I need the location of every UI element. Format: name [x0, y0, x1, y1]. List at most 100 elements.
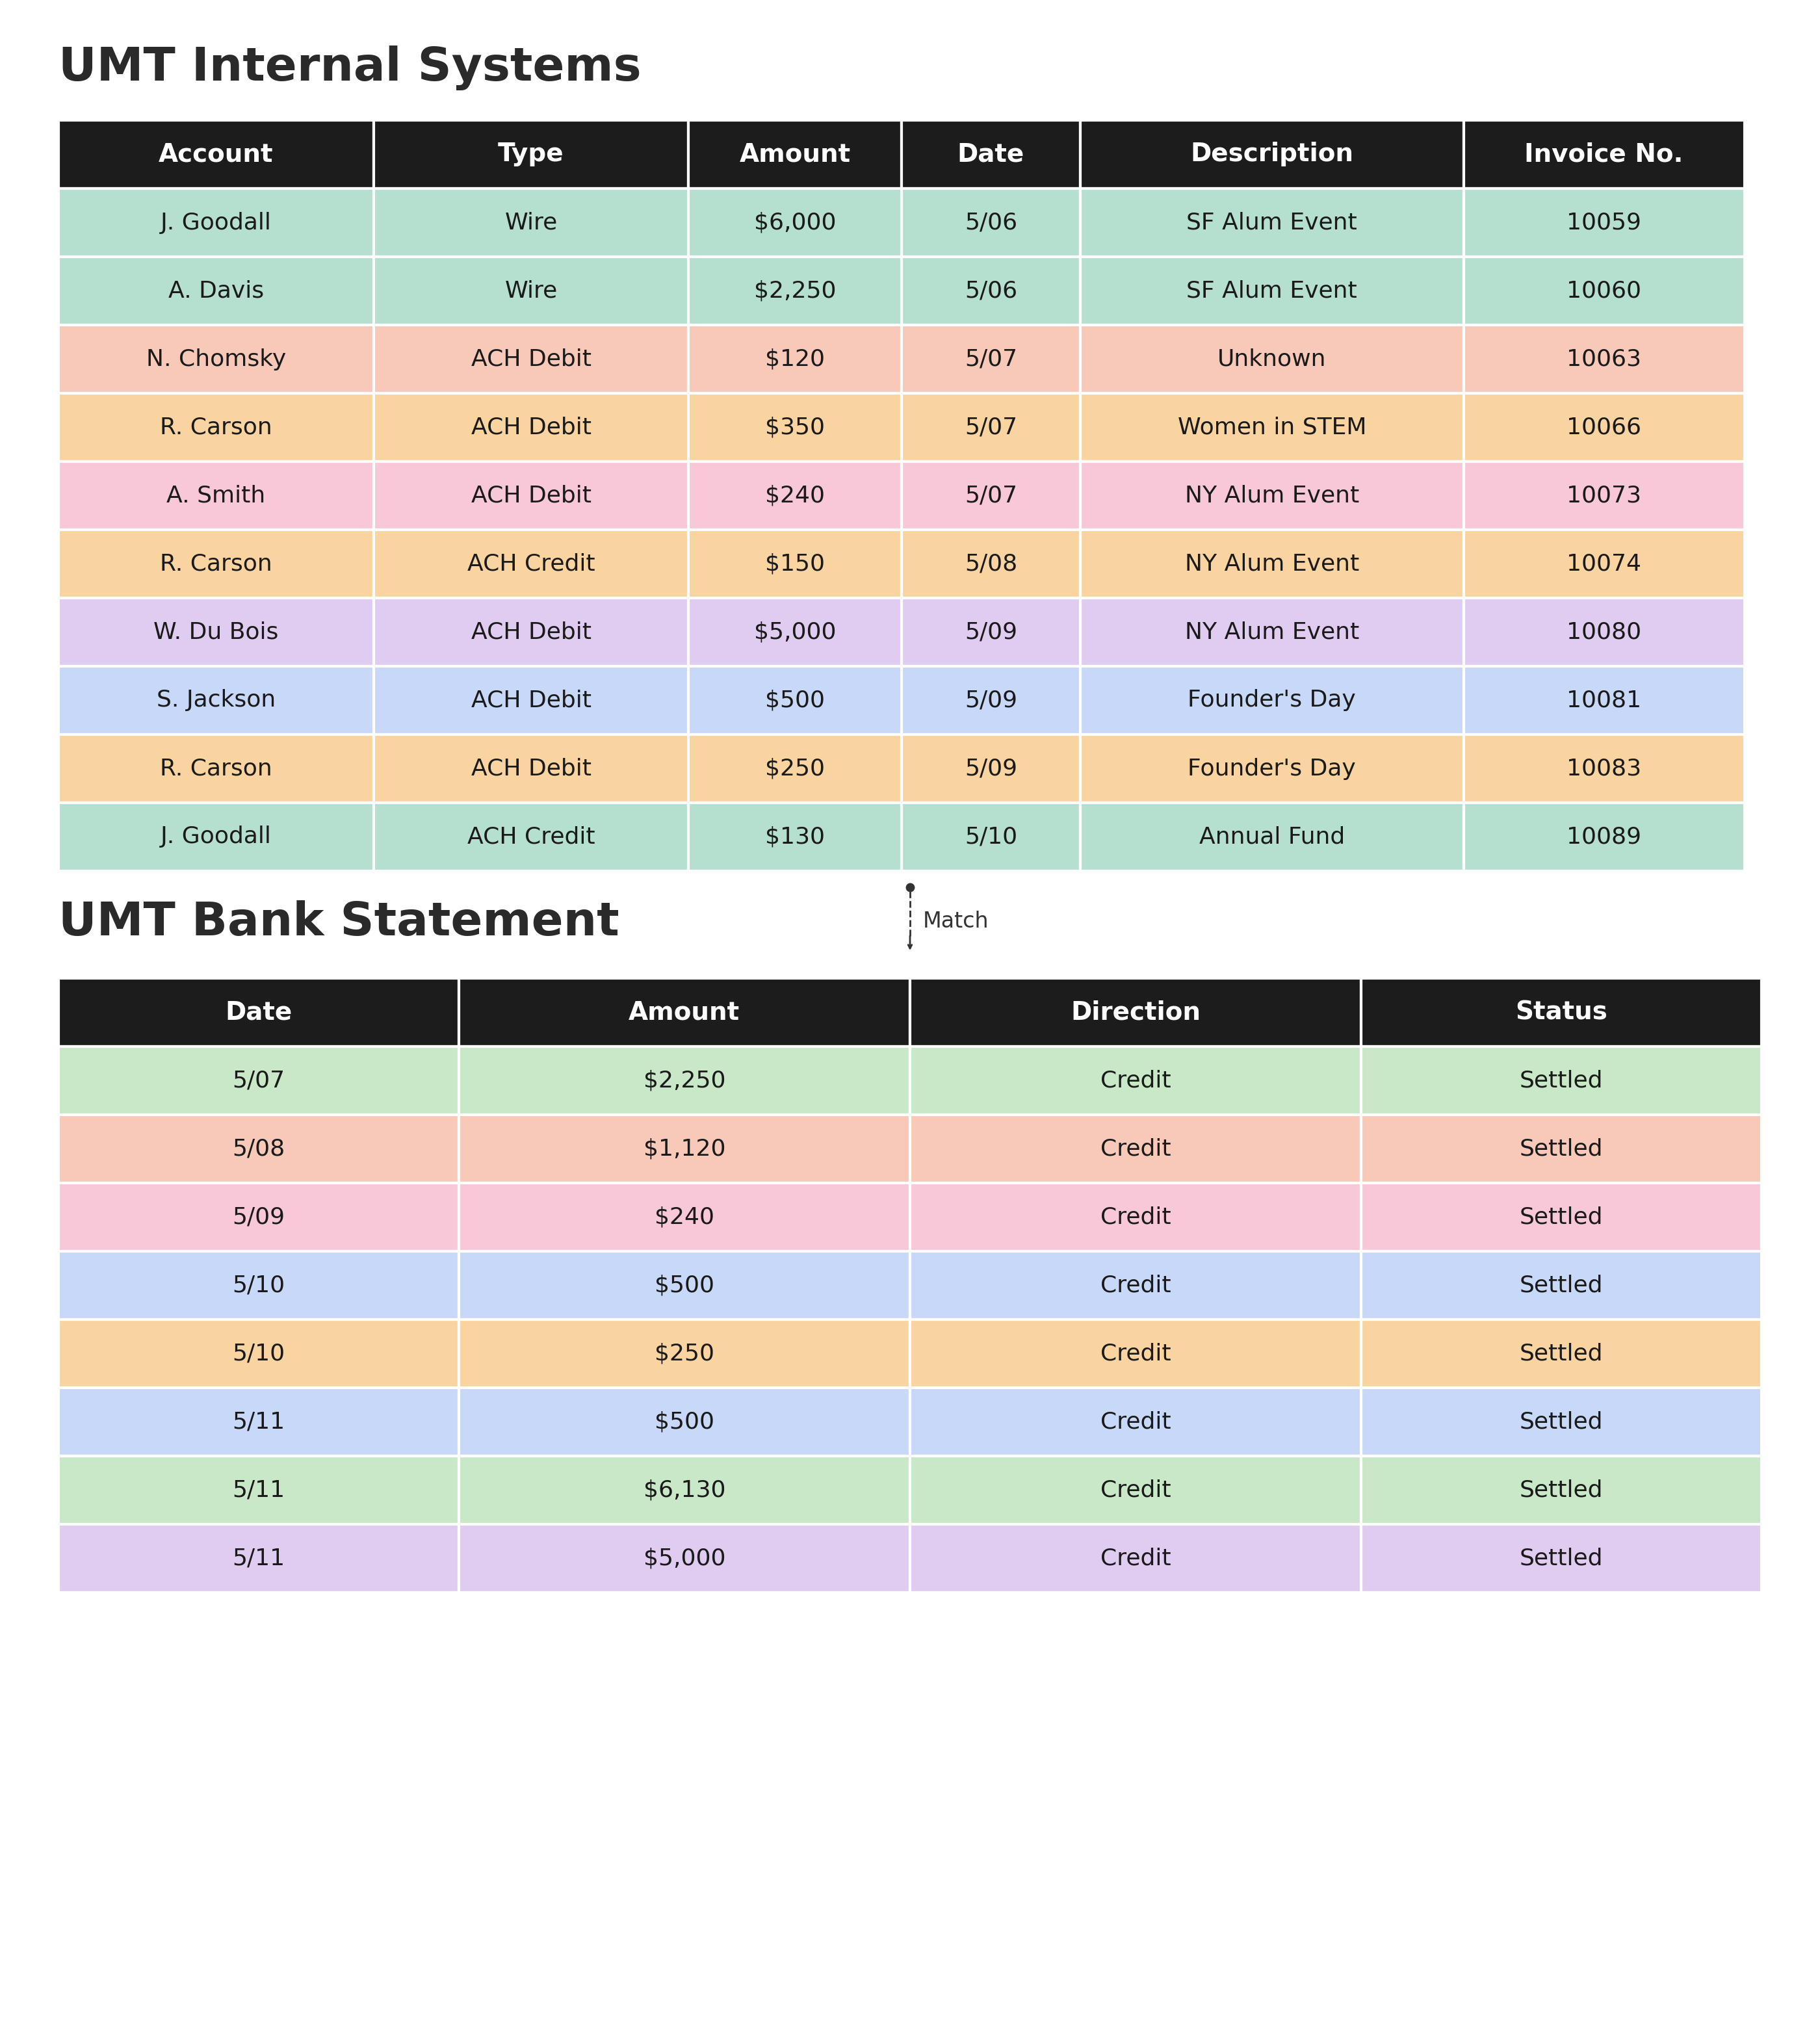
Bar — [1361, 1251, 1762, 1318]
Bar — [1463, 598, 1744, 665]
Bar — [373, 257, 688, 325]
Bar — [1081, 325, 1463, 394]
Bar — [901, 461, 1081, 531]
Bar — [688, 598, 901, 665]
Text: 5/06: 5/06 — [965, 212, 1017, 233]
Text: SF Alum Event: SF Alum Event — [1187, 280, 1358, 302]
Bar — [373, 598, 688, 665]
Bar — [1081, 735, 1463, 802]
Text: 10073: 10073 — [1567, 484, 1642, 506]
Text: $2,250: $2,250 — [753, 280, 835, 302]
Text: Amount: Amount — [628, 1000, 741, 1025]
Text: ACH Debit: ACH Debit — [471, 757, 592, 780]
Bar — [58, 1114, 459, 1184]
Bar — [688, 735, 901, 802]
Bar — [688, 802, 901, 872]
Bar — [1361, 1525, 1762, 1592]
Bar — [1361, 978, 1762, 1047]
Text: Credit: Credit — [1101, 1547, 1170, 1570]
Bar — [58, 257, 373, 325]
Text: Annual Fund: Annual Fund — [1199, 827, 1345, 847]
Bar — [1463, 325, 1744, 394]
Bar — [58, 120, 373, 188]
Bar — [901, 802, 1081, 872]
Text: ACH Debit: ACH Debit — [471, 349, 592, 369]
Text: $120: $120 — [764, 349, 824, 369]
Text: Credit: Credit — [1101, 1069, 1170, 1092]
Text: 5/07: 5/07 — [965, 416, 1017, 439]
Text: Women in STEM: Women in STEM — [1178, 416, 1367, 439]
Text: 5/07: 5/07 — [233, 1069, 286, 1092]
Bar — [1361, 1047, 1762, 1114]
Bar — [58, 1525, 459, 1592]
Bar — [58, 978, 459, 1047]
Bar — [459, 1455, 910, 1525]
Text: $250: $250 — [655, 1343, 713, 1365]
Text: R. Carson: R. Carson — [160, 416, 273, 439]
Bar — [1463, 802, 1744, 872]
Text: 5/09: 5/09 — [233, 1206, 286, 1229]
Text: 5/11: 5/11 — [233, 1480, 286, 1502]
Bar — [1463, 735, 1744, 802]
Text: Settled: Settled — [1520, 1343, 1603, 1365]
Bar — [901, 598, 1081, 665]
Text: Date: Date — [226, 1000, 293, 1025]
Text: $150: $150 — [764, 553, 824, 576]
Text: Settled: Settled — [1520, 1410, 1603, 1433]
Text: NY Alum Event: NY Alum Event — [1185, 484, 1360, 506]
Text: Direction: Direction — [1070, 1000, 1201, 1025]
Text: Credit: Credit — [1101, 1343, 1170, 1365]
Bar — [1463, 394, 1744, 461]
Text: 10081: 10081 — [1567, 690, 1642, 712]
Text: Credit: Credit — [1101, 1206, 1170, 1229]
Bar — [1463, 461, 1744, 531]
Text: Founder's Day: Founder's Day — [1188, 757, 1356, 780]
Bar — [58, 1184, 459, 1251]
Text: 5/07: 5/07 — [965, 484, 1017, 506]
Text: Settled: Settled — [1520, 1480, 1603, 1502]
Bar — [901, 120, 1081, 188]
Bar — [373, 120, 688, 188]
Bar — [1081, 531, 1463, 598]
Bar — [373, 394, 688, 461]
Bar — [58, 802, 373, 872]
Bar — [1361, 1388, 1762, 1455]
Text: 5/08: 5/08 — [233, 1137, 286, 1159]
Text: Type: Type — [499, 143, 564, 167]
Text: J. Goodall: J. Goodall — [160, 827, 271, 847]
Bar — [58, 531, 373, 598]
Bar — [459, 1047, 910, 1114]
Text: $130: $130 — [764, 827, 824, 847]
Bar — [1463, 188, 1744, 257]
Text: $240: $240 — [655, 1206, 713, 1229]
Bar — [1463, 120, 1744, 188]
Bar — [1361, 1114, 1762, 1184]
Text: $6,000: $6,000 — [753, 212, 835, 233]
Bar — [1081, 665, 1463, 735]
Bar — [459, 1251, 910, 1318]
Text: 10083: 10083 — [1567, 757, 1642, 780]
Text: Credit: Credit — [1101, 1274, 1170, 1296]
Text: W. Du Bois: W. Du Bois — [153, 620, 278, 643]
Bar — [58, 1047, 459, 1114]
Bar — [1081, 461, 1463, 531]
Bar — [58, 325, 373, 394]
Bar — [901, 735, 1081, 802]
Text: $5,000: $5,000 — [753, 620, 835, 643]
Text: $500: $500 — [655, 1410, 713, 1433]
Text: $1,120: $1,120 — [642, 1137, 726, 1159]
Text: $350: $350 — [764, 416, 824, 439]
Text: ACH Credit: ACH Credit — [468, 827, 595, 847]
Bar — [58, 461, 373, 531]
Text: $5,000: $5,000 — [642, 1547, 726, 1570]
Bar — [1081, 802, 1463, 872]
Text: 5/11: 5/11 — [233, 1410, 286, 1433]
Text: Status: Status — [1516, 1000, 1607, 1025]
Text: Settled: Settled — [1520, 1547, 1603, 1570]
Bar — [1463, 665, 1744, 735]
Bar — [373, 461, 688, 531]
Bar — [58, 735, 373, 802]
Bar — [688, 188, 901, 257]
Text: 10080: 10080 — [1567, 620, 1642, 643]
Text: 10066: 10066 — [1567, 416, 1642, 439]
